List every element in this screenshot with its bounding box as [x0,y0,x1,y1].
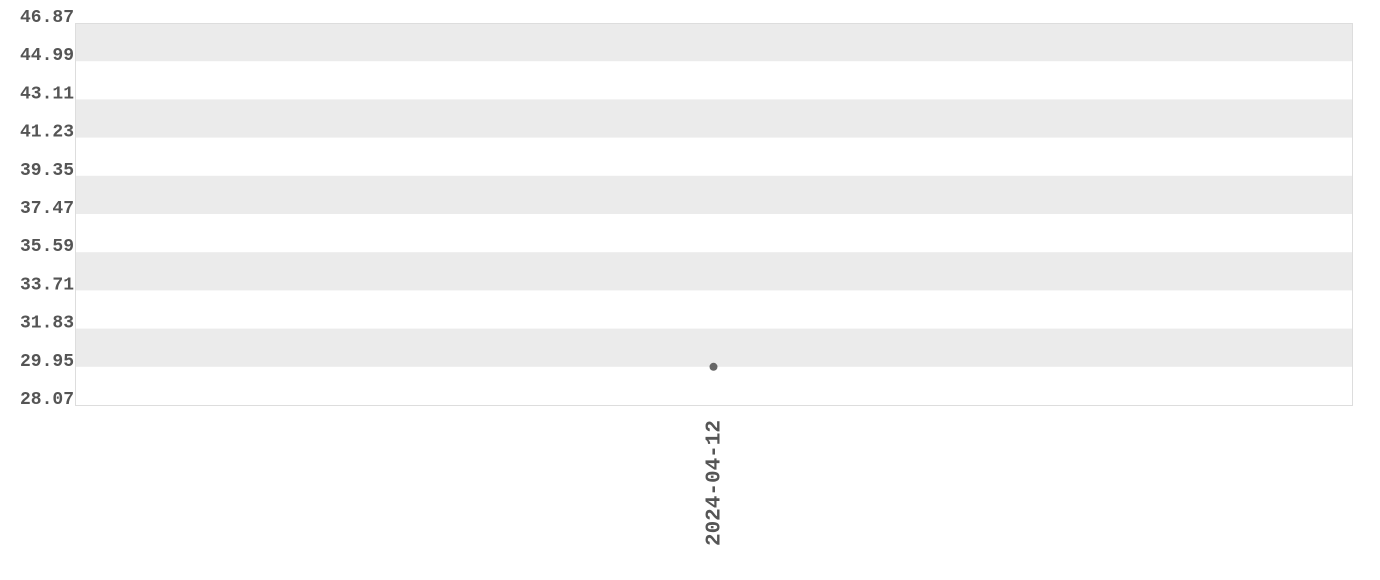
grid-band [75,175,1352,214]
grid-bands [75,23,1352,367]
y-tick-label: 31.83 [20,314,74,334]
y-tick-label: 28.07 [20,390,74,410]
y-axis-ticks: 46.87 44.99 43.11 41.23 39.35 37.47 35.59 33.71… [20,8,74,410]
y-tick-label: 46.87 [20,8,74,28]
x-tick-label: 2024-04-12 [704,420,727,546]
grid-band [75,328,1352,367]
y-tick-label: 29.95 [20,352,74,372]
y-tick-label: 37.47 [20,199,74,219]
plot-frame [75,23,1353,406]
y-tick-label: 33.71 [20,275,74,295]
data-point[interactable] [709,362,718,371]
x-axis-ticks: 2024-04-12 [704,420,727,546]
grid-band [75,252,1352,291]
y-tick-label: 35.59 [20,237,74,257]
y-tick-label: 44.99 [20,46,74,66]
data-points [709,362,718,371]
y-tick-label: 39.35 [20,161,74,181]
y-tick-label: 41.23 [20,123,74,143]
grid-band [75,99,1352,138]
grid-band [75,23,1352,62]
y-tick-label: 43.11 [20,84,74,104]
